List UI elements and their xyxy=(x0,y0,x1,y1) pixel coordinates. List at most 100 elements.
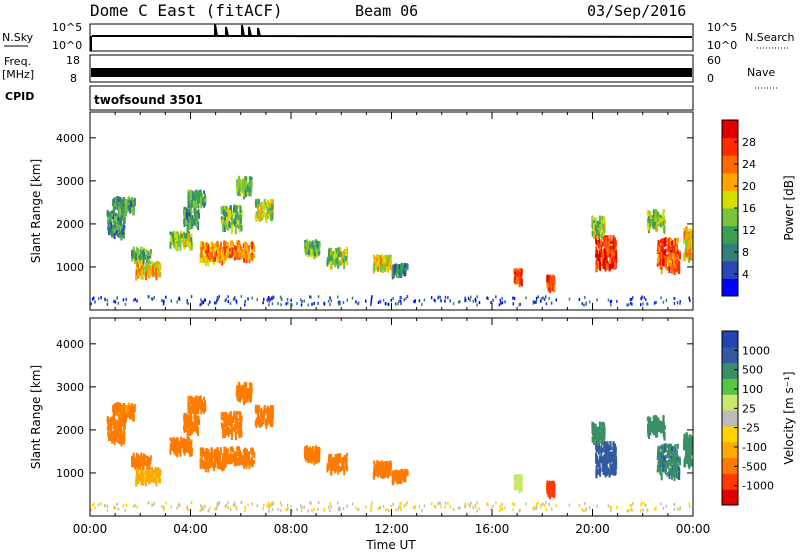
echo-cell xyxy=(250,386,253,395)
scatter-cell xyxy=(640,297,642,301)
echo-cell xyxy=(224,415,227,419)
echo-cell xyxy=(345,254,347,262)
echo-cell xyxy=(247,388,250,393)
echo-cell xyxy=(236,449,239,454)
echo-cell xyxy=(186,211,189,220)
echo-cell xyxy=(236,457,239,466)
echo-cell xyxy=(109,417,112,422)
echo-cell xyxy=(150,267,152,274)
scatter-cell xyxy=(476,509,478,513)
echo-cell xyxy=(229,446,232,453)
echo-cell xyxy=(253,245,256,253)
echo-cell xyxy=(377,467,380,473)
echo-cell xyxy=(377,261,380,267)
echo-cell xyxy=(406,469,409,476)
nsky-label: N.Sky xyxy=(2,31,34,44)
scatter-cell xyxy=(116,296,118,300)
echo-cell xyxy=(610,451,613,459)
echo-cell xyxy=(142,267,145,275)
echo-cell xyxy=(674,459,677,467)
echo-cell xyxy=(187,439,190,448)
echo-cell xyxy=(190,233,193,238)
echo-cell xyxy=(207,450,210,460)
echo-cell xyxy=(106,417,109,423)
echo-cell xyxy=(265,213,268,217)
echo-cell xyxy=(654,431,657,436)
echo-cell xyxy=(188,420,191,426)
echo-cell xyxy=(232,210,234,217)
echo-cell xyxy=(206,251,209,260)
echo-cell xyxy=(383,461,386,469)
scatter-cell xyxy=(117,507,120,511)
echo-cell xyxy=(314,453,317,458)
echo-cell xyxy=(244,249,247,257)
echo-cell xyxy=(184,425,187,432)
echo-cell xyxy=(232,454,235,463)
echo-cluster xyxy=(183,206,200,233)
echo-cell xyxy=(202,462,205,470)
echo-cell xyxy=(204,193,207,201)
scatter-cell xyxy=(486,502,488,506)
echo-cell xyxy=(337,261,340,269)
echo-cell xyxy=(224,417,226,423)
scatter-cell xyxy=(277,508,279,511)
echo-cell xyxy=(549,490,551,500)
echo-cell xyxy=(123,406,126,411)
echo-cell xyxy=(238,431,241,439)
echo-cell xyxy=(172,234,175,241)
echo-cell xyxy=(683,236,685,245)
echo-cell xyxy=(271,418,274,426)
echo-cell xyxy=(224,211,226,217)
echo-cell xyxy=(386,460,389,467)
echo-cell xyxy=(220,258,223,262)
echo-cell xyxy=(648,425,651,434)
echo-cell xyxy=(178,444,181,454)
echo-cell xyxy=(669,443,672,453)
scatter-cell xyxy=(641,501,643,505)
echo-cell xyxy=(188,212,191,217)
echo-cell xyxy=(403,476,406,483)
echo-cell xyxy=(125,404,128,414)
echo-cell xyxy=(600,449,602,453)
scatter-cell xyxy=(215,301,218,305)
echo-cell xyxy=(223,206,226,215)
echo-cell xyxy=(241,181,244,189)
scatter-cell xyxy=(467,502,470,506)
echo-cell xyxy=(609,469,611,477)
echo-cell xyxy=(178,238,181,248)
echo-cell xyxy=(672,259,675,266)
echo-cell xyxy=(240,423,242,430)
nave-tick-low: 0 xyxy=(707,72,714,85)
echo-cell xyxy=(173,448,176,454)
echo-cell xyxy=(603,424,606,430)
echo-cell xyxy=(130,200,133,207)
echo-cell xyxy=(665,465,668,473)
echo-cell xyxy=(239,179,242,188)
echo-cell xyxy=(191,192,194,200)
colorbar-segment xyxy=(722,489,738,506)
x-axis-title: Time UT xyxy=(365,538,416,552)
echo-cell xyxy=(338,247,341,255)
echo-cell xyxy=(396,269,399,279)
echo-cell xyxy=(255,417,258,422)
echo-cluster xyxy=(111,402,136,424)
echo-cell xyxy=(381,460,384,464)
echo-cell xyxy=(514,269,517,273)
scatter-cell xyxy=(452,508,455,512)
echo-cell xyxy=(240,225,243,232)
echo-cell xyxy=(113,206,116,215)
echo-cell xyxy=(399,271,401,278)
echo-cell xyxy=(186,239,189,247)
echo-cell xyxy=(227,417,230,426)
echo-cell xyxy=(229,457,232,461)
scatter-cell xyxy=(162,302,165,306)
echo-cell xyxy=(186,223,189,233)
echo-cell xyxy=(223,412,226,421)
echo-cell xyxy=(239,450,242,455)
echo-cell xyxy=(676,470,679,477)
echo-cell xyxy=(187,403,190,408)
scatter-cell xyxy=(641,295,643,299)
scatter-cell xyxy=(513,297,516,300)
echo-cell xyxy=(133,252,136,260)
echo-cell xyxy=(107,429,110,438)
